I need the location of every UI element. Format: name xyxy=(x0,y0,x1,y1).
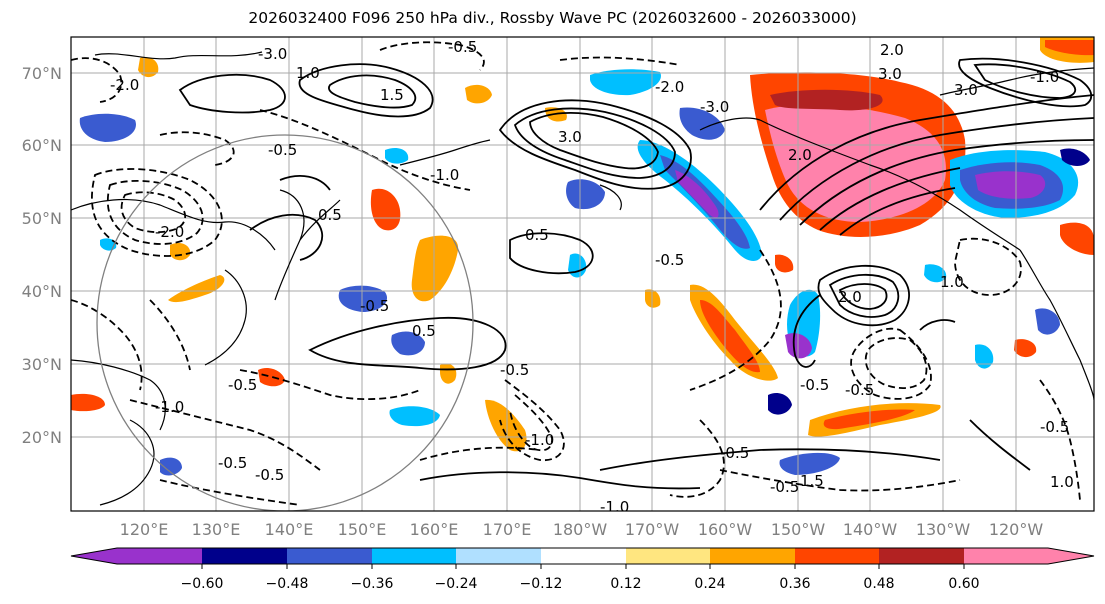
lat-label: 20°N xyxy=(22,428,62,447)
colorbar-bin xyxy=(117,548,202,564)
contour-label: 3.0 xyxy=(878,65,902,83)
contour-label: -0.5 xyxy=(360,297,389,315)
contour-label: -3.0 xyxy=(258,45,287,63)
map-plot: -3.0 -2.0 1.0 -0.5 -0.5 1.5 3.0 3.0 2.0 … xyxy=(71,37,1094,516)
colorbar-bin xyxy=(879,548,964,564)
contour-label: 1.0 xyxy=(940,273,964,291)
lon-label: 180°W xyxy=(553,520,608,539)
colorbar-tick-label: −0.12 xyxy=(520,576,563,592)
lon-label: 130°E xyxy=(192,520,241,539)
colorbar-tick-label: 0.60 xyxy=(948,576,979,592)
contour-label: -0.5 xyxy=(845,381,874,399)
lat-label: 70°N xyxy=(22,64,62,83)
contour-label: 3.0 xyxy=(954,81,978,99)
colorbar-ticks xyxy=(201,564,965,569)
colorbar-bin xyxy=(456,548,541,564)
lat-label: 30°N xyxy=(22,355,62,374)
colorbar-tick-label: 0.12 xyxy=(610,576,641,592)
contour-label: -0.5 xyxy=(268,141,297,159)
contour-label: -1.0 xyxy=(430,166,459,184)
colorbar-tick-label: −0.36 xyxy=(351,576,394,592)
negative-contours xyxy=(71,41,1081,506)
lat-label: 60°N xyxy=(22,136,62,155)
contour-label: 1.0 xyxy=(296,64,320,82)
colorbar-tick-label: 0.24 xyxy=(694,576,725,592)
lon-label: 160°E xyxy=(410,520,459,539)
colorbar-tick-label: 0.48 xyxy=(863,576,894,592)
map-title: 2026032400 F096 250 hPa div., Rossby Wav… xyxy=(248,9,857,27)
lat-label: 40°N xyxy=(22,282,62,301)
contour-label: -0.5 xyxy=(500,361,529,379)
contour-label: 0.5 xyxy=(318,206,342,224)
contour-label: -0.5 xyxy=(770,478,799,496)
contour-label: -1.0 xyxy=(1030,68,1059,86)
contour-label: -2.0 xyxy=(655,78,684,96)
longitude-labels: 120°E 130°E 140°E 150°E 160°E 170°E 180°… xyxy=(120,520,1044,539)
contour-label: 1.5 xyxy=(800,472,824,490)
colorbar-bin xyxy=(541,548,626,564)
lat-label: 50°N xyxy=(22,209,62,228)
contour-label: 2.0 xyxy=(880,41,904,59)
highlight-circle xyxy=(96,134,474,511)
contour-label: 0.5 xyxy=(525,226,549,244)
contour-label: -0.5 xyxy=(255,466,284,484)
colorbar-bin xyxy=(372,548,456,564)
contour-label: -3.0 xyxy=(700,98,729,116)
colorbar-extend-low xyxy=(71,548,117,564)
graticule xyxy=(71,37,1094,511)
colorbar-tick-label: −0.24 xyxy=(435,576,478,592)
lon-label: 140°E xyxy=(265,520,314,539)
lon-label: 170°E xyxy=(483,520,532,539)
contour-label: 2.0 xyxy=(788,146,812,164)
colorbar-outline xyxy=(70,547,1095,565)
map-frame xyxy=(70,36,1095,512)
contour-label: -0.5 xyxy=(228,376,257,394)
contour-label: 1.0 xyxy=(1050,473,1074,491)
lon-label: 150°W xyxy=(771,520,826,539)
contour-label: -0.5 xyxy=(720,444,749,462)
colorbar-bin xyxy=(710,548,795,564)
contour-label: -1.0 xyxy=(155,398,184,416)
colorbar: −0.60 −0.48 −0.36 −0.24 −0.12 0.12 0.24 … xyxy=(70,547,1095,592)
lon-label: 170°W xyxy=(625,520,680,539)
colorbar-extend-high xyxy=(1048,548,1094,564)
colorbar-tick-label: −0.60 xyxy=(181,576,224,592)
contour-label: -0.5 xyxy=(1040,418,1069,436)
lon-label: 150°E xyxy=(338,520,387,539)
colorbar-tick-label: −0.48 xyxy=(266,576,309,592)
colorbar-bin xyxy=(795,548,879,564)
lon-label: 140°W xyxy=(843,520,898,539)
positive-contours xyxy=(178,57,1094,490)
lon-label: 130°W xyxy=(916,520,971,539)
contour-label: -0.5 xyxy=(218,454,247,472)
lon-label: 120°E xyxy=(120,520,169,539)
latitude-labels: 70°N 60°N 50°N 40°N 30°N 20°N xyxy=(22,64,62,447)
contour-label: -1.0 xyxy=(600,498,629,516)
contour-label: 0.5 xyxy=(412,322,436,340)
contour-label-group: -3.0 -2.0 1.0 -0.5 -0.5 1.5 3.0 3.0 2.0 … xyxy=(110,38,1074,516)
lon-label: 120°W xyxy=(989,520,1044,539)
colorbar-bin xyxy=(626,548,710,564)
colorbar-bin xyxy=(287,548,372,564)
contour-label: -0.5 xyxy=(800,376,829,394)
contour-label: -0.5 xyxy=(655,251,684,269)
divergence-shading xyxy=(71,37,1094,476)
lon-label: 160°W xyxy=(698,520,753,539)
contour-label: 1.5 xyxy=(380,86,404,104)
colorbar-bin xyxy=(202,548,287,564)
contour-label: 2.0 xyxy=(838,288,862,306)
contour-label: 3.0 xyxy=(558,128,582,146)
contour-label: -0.5 xyxy=(448,38,477,56)
contour-label: -2.0 xyxy=(110,76,139,94)
colorbar-bin xyxy=(964,548,1048,564)
contour-label: -1.0 xyxy=(525,431,554,449)
contour-label: -2.0 xyxy=(155,223,184,241)
colorbar-tick-label: 0.36 xyxy=(779,576,810,592)
